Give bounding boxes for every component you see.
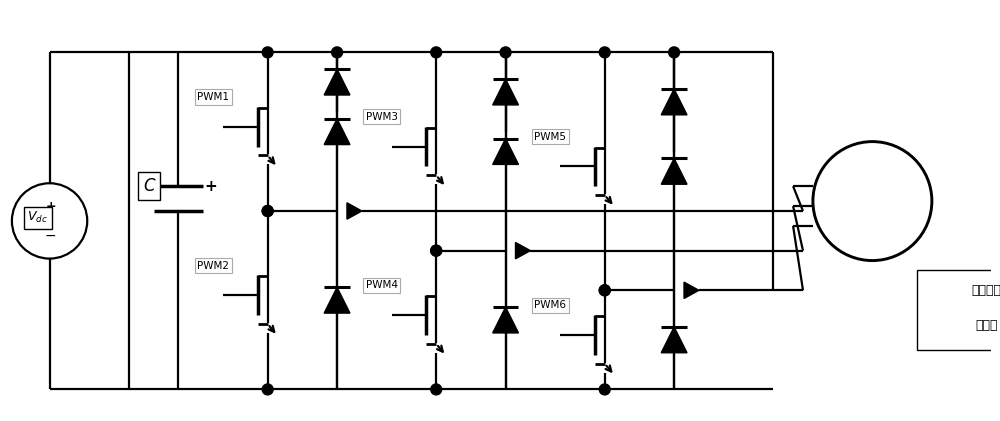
Polygon shape xyxy=(516,242,530,259)
Circle shape xyxy=(431,245,442,256)
Circle shape xyxy=(599,384,610,395)
Text: PWM6: PWM6 xyxy=(534,300,566,310)
Text: PWM3: PWM3 xyxy=(366,112,398,122)
Polygon shape xyxy=(684,282,699,298)
FancyBboxPatch shape xyxy=(917,270,1000,350)
Text: PWM4: PWM4 xyxy=(366,280,398,290)
Text: −: − xyxy=(45,229,56,243)
Polygon shape xyxy=(661,158,687,184)
Polygon shape xyxy=(661,89,687,115)
Polygon shape xyxy=(324,287,350,313)
Circle shape xyxy=(599,285,610,296)
Circle shape xyxy=(599,285,610,296)
Text: +: + xyxy=(45,200,56,213)
Text: 无刺直流: 无刺直流 xyxy=(971,284,1000,297)
Circle shape xyxy=(500,47,511,58)
Circle shape xyxy=(262,205,273,216)
Polygon shape xyxy=(493,79,518,105)
Polygon shape xyxy=(324,69,350,95)
Polygon shape xyxy=(493,139,518,165)
Polygon shape xyxy=(324,119,350,144)
Text: PWM1: PWM1 xyxy=(197,92,229,102)
Circle shape xyxy=(262,47,273,58)
Circle shape xyxy=(669,47,680,58)
Circle shape xyxy=(262,384,273,395)
Text: 电动机: 电动机 xyxy=(975,319,998,331)
Text: $V_{\mathregular{dc}}$: $V_{\mathregular{dc}}$ xyxy=(27,210,48,226)
Circle shape xyxy=(431,245,442,256)
Text: C: C xyxy=(143,177,155,195)
Polygon shape xyxy=(661,327,687,353)
Polygon shape xyxy=(493,307,518,333)
Polygon shape xyxy=(347,203,362,219)
Text: PWM2: PWM2 xyxy=(197,261,229,271)
Text: +: + xyxy=(205,179,218,194)
Circle shape xyxy=(431,384,442,395)
Circle shape xyxy=(431,47,442,58)
Text: PWM5: PWM5 xyxy=(534,132,566,141)
Circle shape xyxy=(262,205,273,216)
Circle shape xyxy=(599,47,610,58)
Circle shape xyxy=(332,47,343,58)
